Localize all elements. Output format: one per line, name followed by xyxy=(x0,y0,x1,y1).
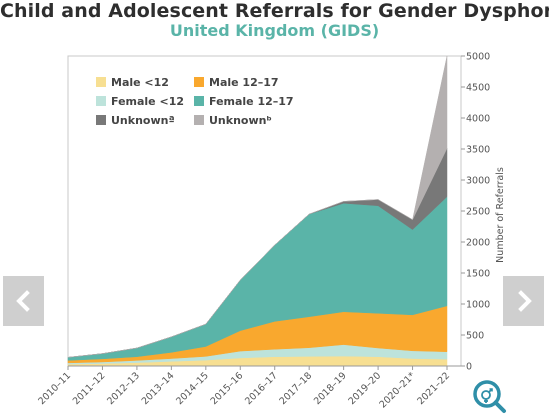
legend: Male <12 Male 12–17 Female <12 Female 12–17… xyxy=(96,76,294,127)
chart-subtitle: United Kingdom (GIDS) xyxy=(169,21,380,40)
y-tick-label: 4000 xyxy=(466,114,490,125)
chart-title: Child and Adolescent Referrals for Gende… xyxy=(0,0,549,22)
y-tick-label: 0 xyxy=(466,362,472,373)
x-tick-label: 2018–19 xyxy=(312,370,349,407)
legend-label-female-12-17: Female 12–17 xyxy=(209,95,294,108)
legend-swatch-female-12-17 xyxy=(194,96,204,106)
x-tick-label: 2011–12 xyxy=(71,370,108,407)
x-tick-label: 2016–17 xyxy=(243,370,280,407)
legend-swatch-female-12 xyxy=(96,96,106,106)
y-tick-label: 1500 xyxy=(466,269,490,280)
x-tick-label: 2010–11 xyxy=(36,370,73,407)
legend-label-female-12: Female <12 xyxy=(111,95,184,108)
legend-swatch-male-12 xyxy=(96,77,106,87)
legend-label-male-12: Male <12 xyxy=(111,76,169,89)
y-axis-title: Number of Referrals xyxy=(495,167,506,263)
next-slide-button[interactable] xyxy=(503,276,544,326)
y-tick-label: 3000 xyxy=(466,176,490,187)
x-tick-label: 2017–18 xyxy=(278,370,315,407)
series-area-unknown xyxy=(67,55,448,358)
legend-label-male-12-17: Male 12–17 xyxy=(209,76,279,89)
x-tick-label: 2013–14 xyxy=(140,370,177,407)
legend-label-unknown: Unknownª xyxy=(111,114,175,127)
gender-symbol-magnifier-icon[interactable] xyxy=(471,378,507,414)
x-tick-label: 2021–22 xyxy=(415,370,452,407)
y-tick-label: 2000 xyxy=(466,238,490,249)
x-tick-label: 2020–21* xyxy=(378,370,418,410)
x-tick-label: 2014–15 xyxy=(174,370,211,407)
y-tick-label: 5000 xyxy=(466,52,490,63)
y-tick-label: 3500 xyxy=(466,145,490,156)
chevron-left-icon xyxy=(15,290,30,312)
previous-slide-button[interactable] xyxy=(3,276,44,326)
y-tick-label: 1000 xyxy=(466,300,490,311)
series-areas xyxy=(67,55,448,367)
legend-label-unknown: Unknownᵇ xyxy=(209,114,272,127)
y-tick-label: 500 xyxy=(466,331,484,342)
y-tick-label: 2500 xyxy=(466,207,490,218)
chevron-right-icon xyxy=(517,290,532,312)
legend-swatch-unknown xyxy=(194,115,204,125)
y-tick-label: 4500 xyxy=(466,83,490,94)
x-tick-label: 2012–13 xyxy=(105,370,142,407)
legend-swatch-unknown xyxy=(96,115,106,125)
legend-swatch-male-12-17 xyxy=(194,77,204,87)
x-tick-label: 2015–16 xyxy=(209,370,246,407)
